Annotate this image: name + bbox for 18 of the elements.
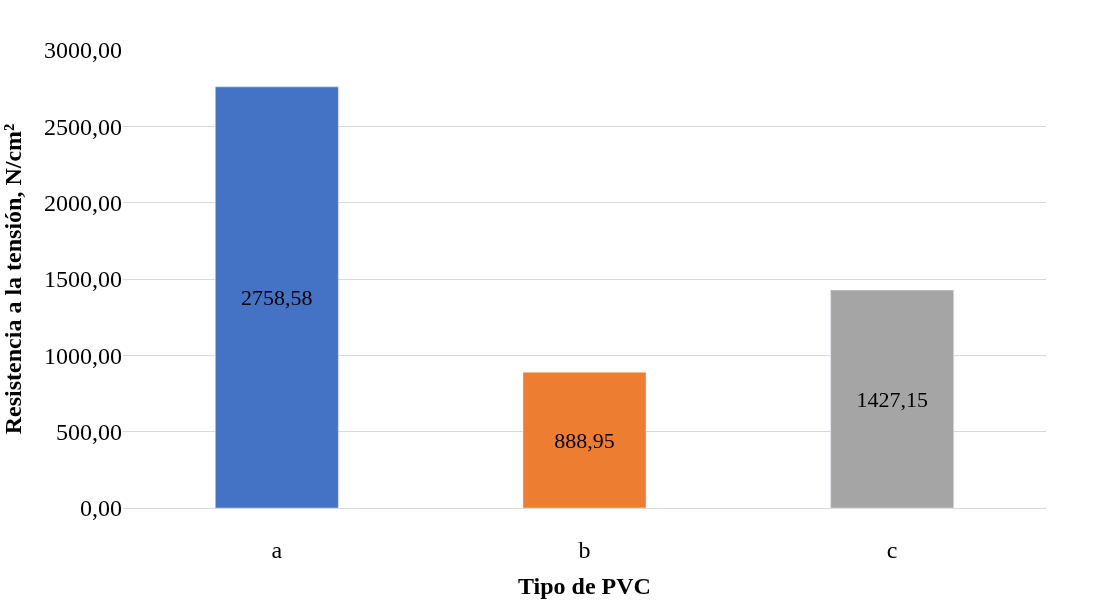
y-tick-label: 2500,00 bbox=[44, 113, 122, 140]
y-axis-title: Resistencia a la tensión, N/cm² bbox=[0, 123, 27, 435]
y-tick-label: 1000,00 bbox=[44, 342, 122, 369]
x-tick-label: b bbox=[578, 536, 591, 563]
y-tick-label: 1500,00 bbox=[44, 266, 122, 293]
bar bbox=[522, 372, 647, 508]
data-label: 2758,58 bbox=[241, 284, 313, 310]
x-axis-title: Tipo de PVC bbox=[518, 573, 651, 600]
x-tick-label: a bbox=[271, 536, 283, 563]
y-tick-label: 0,00 bbox=[80, 495, 122, 522]
bar bbox=[830, 289, 954, 508]
x-tick-label: c bbox=[886, 536, 898, 563]
bar bbox=[215, 86, 339, 508]
y-tick-label: 2000,00 bbox=[44, 190, 122, 217]
data-label: 1427,15 bbox=[856, 386, 928, 412]
y-tick-label: 500,00 bbox=[56, 419, 122, 446]
y-tick-label: 3000,00 bbox=[44, 37, 122, 64]
data-label: 888,95 bbox=[554, 427, 615, 453]
